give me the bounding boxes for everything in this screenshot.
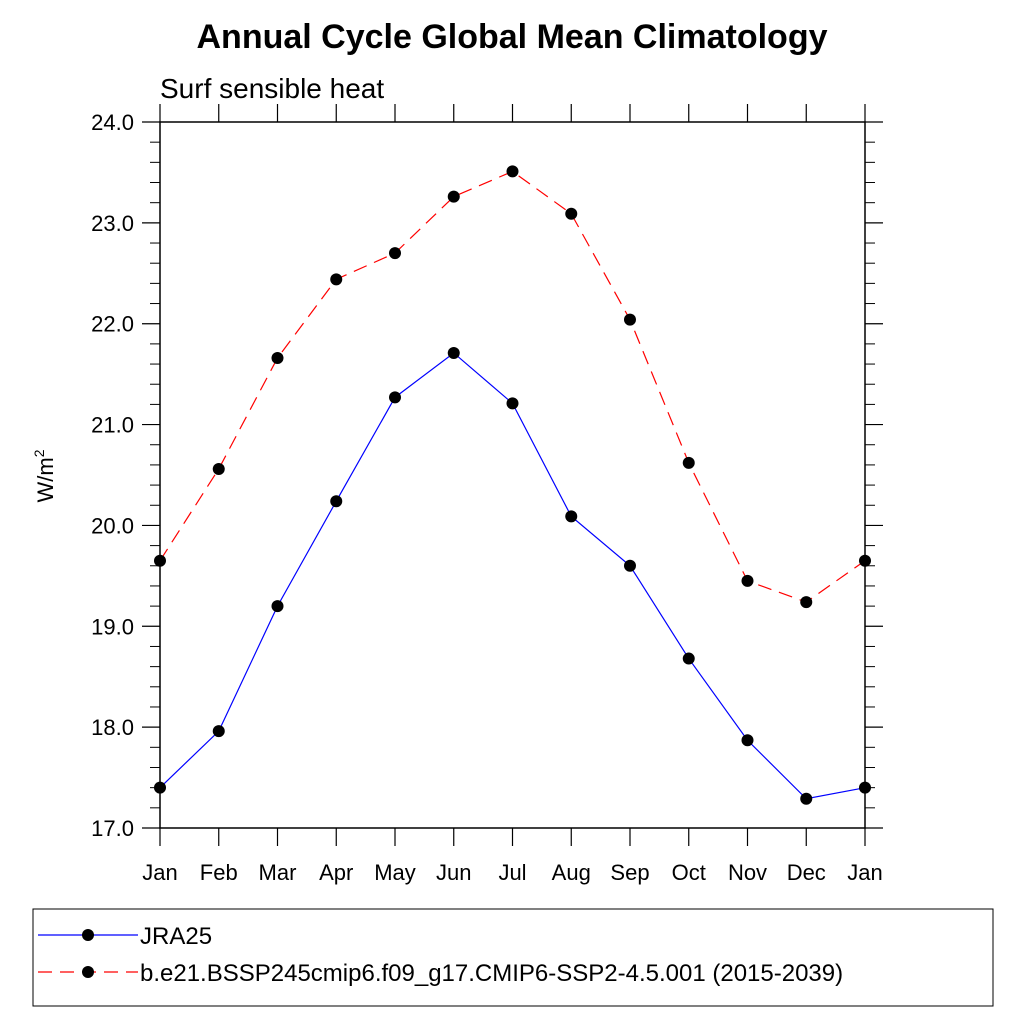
data-point xyxy=(859,554,871,567)
data-point xyxy=(154,554,166,567)
x-tick-label: Dec xyxy=(787,860,826,885)
data-point xyxy=(800,596,813,609)
data-point xyxy=(859,781,871,794)
y-tick-label: 19.0 xyxy=(91,614,134,639)
legend-label: b.e21.BSSP245cmip6.f09_g17.CMIP6-SSP2-4.… xyxy=(140,960,843,987)
x-tick-label: Mar xyxy=(259,860,297,885)
data-point xyxy=(741,574,754,587)
series-line xyxy=(159,170,866,603)
series-line xyxy=(159,352,866,800)
data-point xyxy=(330,273,343,286)
y-axis-label-text: W/m xyxy=(33,457,58,502)
y-axis: 17.0 18.0 19.0 20.0 21.0 22.0 23.0 24.0 xyxy=(91,110,883,841)
x-tick-label: Nov xyxy=(728,860,767,885)
chart-title: Annual Cycle Global Mean Climatology xyxy=(197,18,828,56)
data-point xyxy=(271,352,284,365)
x-tick-label: May xyxy=(374,860,416,885)
y-tick-label: 23.0 xyxy=(91,211,134,236)
plot-frame xyxy=(159,121,866,829)
data-point xyxy=(447,190,460,203)
series-1 xyxy=(154,346,871,805)
data-point xyxy=(389,247,401,260)
x-tick-label: Apr xyxy=(319,860,353,885)
y-tick-label: 20.0 xyxy=(91,513,134,538)
legend-swatch-marker xyxy=(82,929,94,941)
y-tick-label: 17.0 xyxy=(91,816,134,841)
x-tick-label: Jan xyxy=(142,860,177,885)
data-point xyxy=(447,346,460,359)
data-point xyxy=(271,600,284,613)
x-tick-label: Sep xyxy=(610,860,649,885)
x-tick-label: Jan xyxy=(847,860,882,885)
legend: JRA25 b.e21.BSSP245cmip6.f09_g17.CMIP6-SS… xyxy=(32,908,994,1007)
y-tick-label: 18.0 xyxy=(91,715,134,740)
chart-subtitle: Surf sensible heat xyxy=(160,73,384,104)
data-point xyxy=(212,725,225,738)
x-tick-label: Jul xyxy=(498,860,526,885)
y-tick-label: 22.0 xyxy=(91,312,134,337)
x-axis: Jan Feb Mar Apr May Jun Jul Aug Sep Oct Nov Dec Jan xyxy=(142,104,883,885)
data-point xyxy=(212,462,225,475)
data-point xyxy=(682,652,695,665)
data-point xyxy=(506,397,519,410)
data-point xyxy=(624,559,636,572)
y-tick-label: 21.0 xyxy=(91,413,134,438)
x-tick-label: Aug xyxy=(552,860,591,885)
y-axis-label-superscript: 2 xyxy=(31,449,47,457)
x-tick-label: Jun xyxy=(436,860,471,885)
data-point xyxy=(565,510,578,523)
legend-box xyxy=(32,908,994,1007)
data-point xyxy=(506,165,519,178)
y-axis-label: W/m2 xyxy=(31,449,58,502)
data-point xyxy=(682,456,695,469)
data-point xyxy=(624,313,636,326)
data-point xyxy=(154,781,166,794)
data-point xyxy=(565,207,578,220)
x-tick-label: Feb xyxy=(200,860,238,885)
series-2 xyxy=(154,165,871,609)
data-point xyxy=(330,495,343,508)
y-tick-label: 24.0 xyxy=(91,110,134,135)
plot-border xyxy=(159,121,866,829)
data-point xyxy=(741,734,754,747)
data-point xyxy=(389,391,401,404)
legend-swatch-marker xyxy=(82,966,94,978)
x-tick-label: Oct xyxy=(672,860,706,885)
data-point xyxy=(800,792,813,805)
legend-label: JRA25 xyxy=(140,923,212,950)
series-layer xyxy=(154,165,871,805)
